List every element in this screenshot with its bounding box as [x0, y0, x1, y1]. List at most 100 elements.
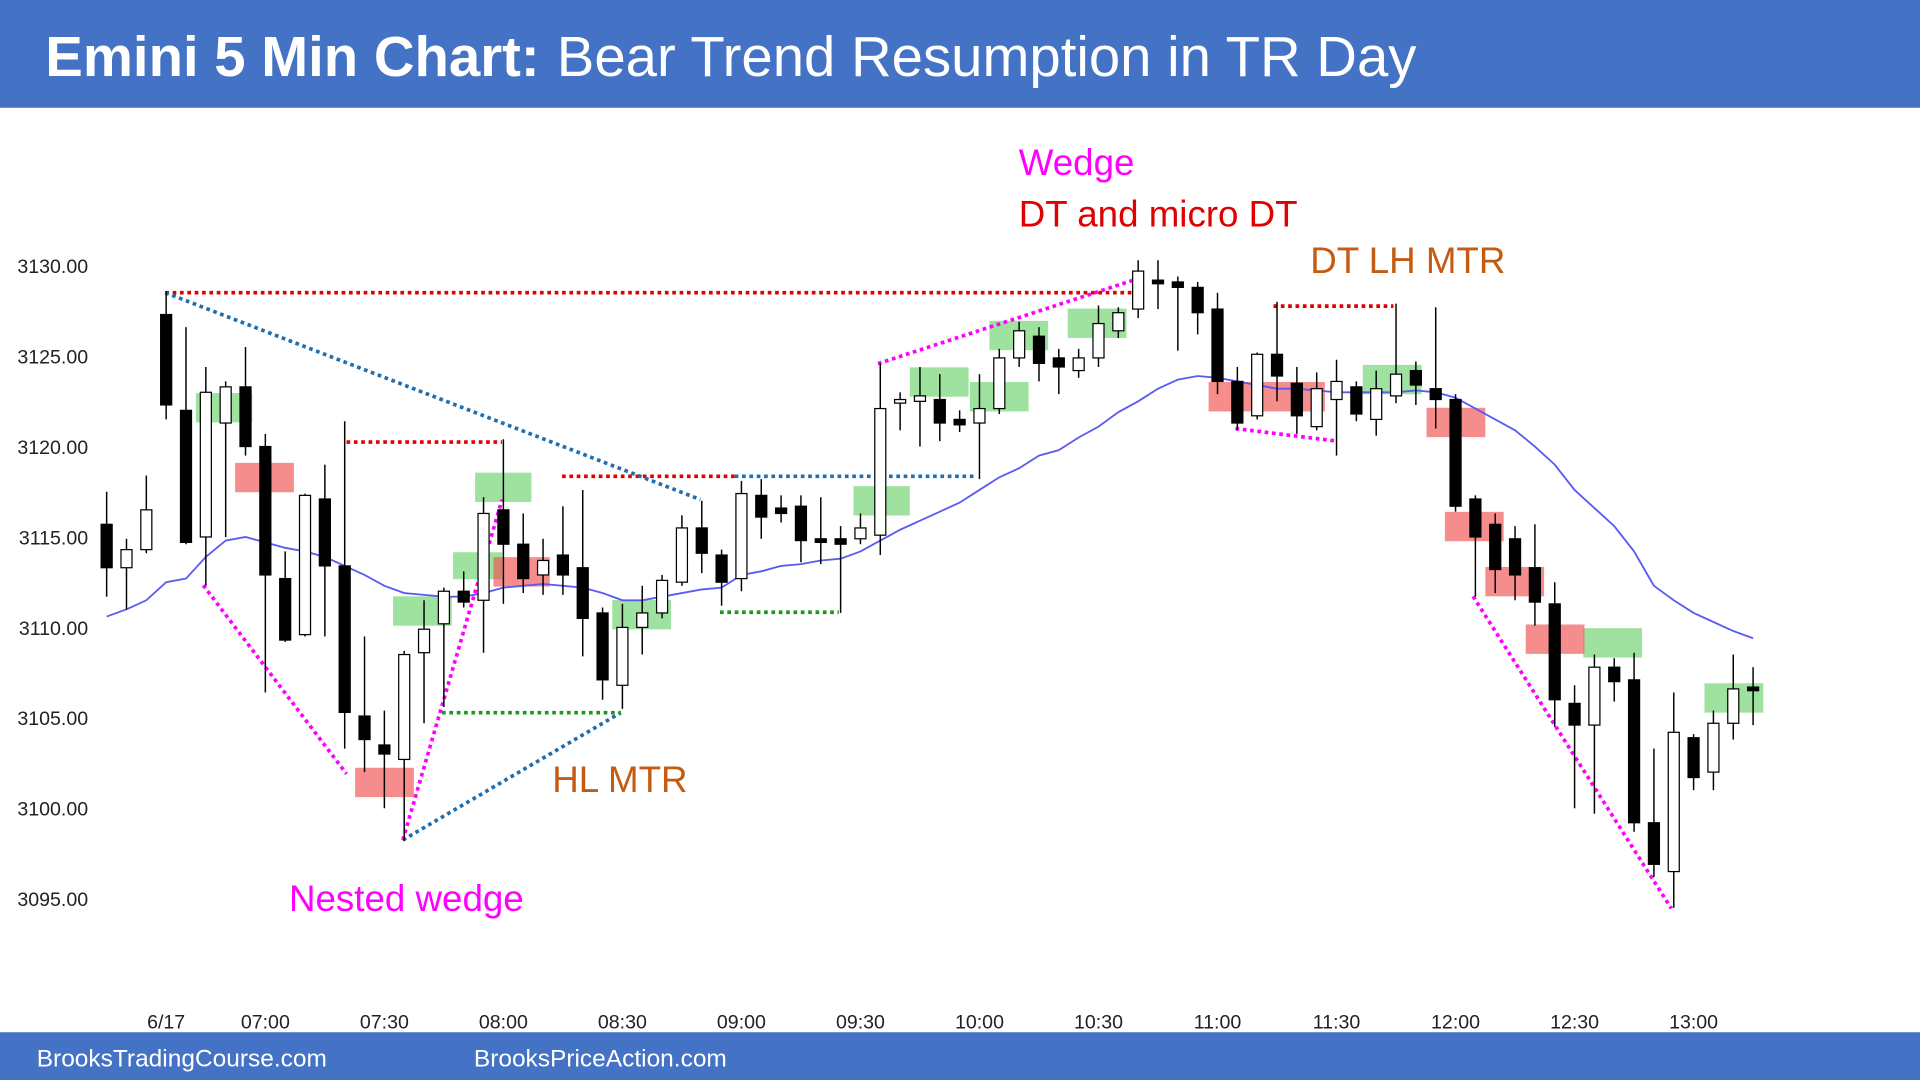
candle-body: [834, 538, 847, 545]
candle-body: [814, 538, 827, 544]
candle-body: [774, 507, 788, 515]
candle-body: [1508, 538, 1522, 576]
footer-right: BrooksPriceAction.com: [474, 1046, 727, 1073]
candle-body: [1608, 666, 1621, 683]
annotation: HL MTR: [552, 759, 687, 800]
candle-body: [953, 418, 966, 426]
candle-body: [675, 527, 689, 583]
x-tick-label: 11:00: [1194, 1012, 1242, 1034]
candle-body: [1489, 523, 1502, 571]
candle-body: [1290, 382, 1303, 417]
candle-body: [199, 391, 212, 538]
candle-body: [120, 549, 133, 569]
candle-body: [1231, 380, 1244, 424]
candle-body: [239, 386, 252, 448]
trend-lines: [164, 277, 1673, 910]
y-tick-label: 3115.00: [19, 527, 88, 549]
y-tick-label: 3120.00: [17, 437, 88, 459]
y-tick-label: 3110.00: [19, 618, 88, 640]
candle-body: [279, 577, 292, 641]
candle-body: [1171, 281, 1184, 288]
candle-body: [298, 494, 312, 636]
candle-body: [140, 509, 153, 551]
candle-body: [1013, 330, 1026, 359]
candle-body: [318, 498, 331, 567]
x-tick-label: 07:00: [241, 1012, 290, 1034]
x-tick-label: 10:00: [955, 1012, 1004, 1034]
candle-body: [1370, 388, 1383, 421]
candle-body: [655, 579, 669, 614]
header-title: Emini 5 Min Chart: Bear Trend Resumption …: [45, 25, 1417, 88]
candle-body: [794, 505, 808, 542]
annotation: DT and micro DT: [1019, 194, 1298, 235]
candle-body: [715, 554, 728, 583]
candle-body: [913, 395, 927, 402]
candle-body: [1092, 322, 1105, 359]
candle-body: [1191, 286, 1204, 314]
x-tick-label: 10:30: [1074, 1012, 1123, 1034]
candle-body: [378, 744, 391, 755]
x-tick-label: 08:30: [598, 1012, 647, 1034]
candle-body: [1667, 731, 1680, 873]
x-tick-label: 13:00: [1669, 1012, 1718, 1034]
candle-body: [1588, 666, 1601, 726]
candle-body: [160, 313, 173, 406]
x-tick-label: 09:30: [836, 1012, 885, 1034]
candle-body: [1568, 702, 1581, 726]
candle-body: [338, 565, 351, 714]
candle-body: [497, 509, 510, 545]
candle-body: [1548, 603, 1561, 701]
header-bar: [0, 0, 1920, 108]
candle-body: [1528, 567, 1542, 603]
ema-line: [106, 375, 1754, 640]
candle-body: [1746, 686, 1760, 692]
annotation: Nested wedge: [289, 878, 524, 919]
candle-body: [1389, 373, 1403, 397]
candle-body: [398, 653, 411, 761]
candle-body: [1310, 388, 1323, 428]
x-tick-label: 07:30: [360, 1012, 409, 1034]
candle-body: [1052, 357, 1065, 368]
candle-body: [596, 612, 609, 681]
candle-body: [1687, 737, 1700, 779]
candle-body: [1707, 722, 1720, 773]
y-tick-label: 3105.00: [17, 708, 88, 730]
candle-body: [1072, 357, 1085, 372]
candle-body: [417, 628, 431, 654]
x-tick-label: 08:00: [479, 1012, 528, 1034]
candle-body: [358, 715, 371, 741]
title-bold: Emini 5 Min Chart:: [45, 25, 539, 88]
y-tick-label: 3095.00: [17, 889, 88, 911]
candle-body: [457, 590, 470, 603]
candle-body: [1132, 270, 1145, 310]
candle-body: [874, 407, 887, 536]
candle-body: [854, 527, 867, 540]
candle-body: [1409, 369, 1423, 386]
candle-body: [1211, 308, 1224, 383]
candle-body: [993, 357, 1006, 410]
x-tick-label: 12:30: [1550, 1012, 1599, 1034]
x-tick-label: 6/17: [147, 1012, 185, 1034]
candle-body: [1330, 380, 1343, 401]
candle-body: [1251, 353, 1264, 417]
candle-body: [179, 409, 193, 544]
candle-body: [1449, 398, 1462, 507]
candle-body: [100, 523, 113, 569]
candle-body: [517, 543, 530, 580]
annotation: Wedge: [1019, 142, 1135, 183]
title-rest: Bear Trend Resumption in TR Day: [557, 25, 1418, 88]
candle-body: [933, 398, 946, 424]
candle-body: [576, 567, 589, 619]
candle-body: [1429, 388, 1442, 401]
candle-body: [437, 590, 450, 625]
candle-body: [536, 559, 550, 576]
annotation: DT LH MTR: [1310, 240, 1505, 281]
candle-body: [893, 398, 907, 404]
x-tick-label: 09:00: [717, 1012, 766, 1034]
candle-body: [755, 494, 768, 518]
y-tick-label: 3130.00: [17, 256, 88, 278]
candle-body: [735, 492, 748, 580]
candle-body: [1647, 822, 1661, 865]
candle-body: [259, 445, 272, 576]
